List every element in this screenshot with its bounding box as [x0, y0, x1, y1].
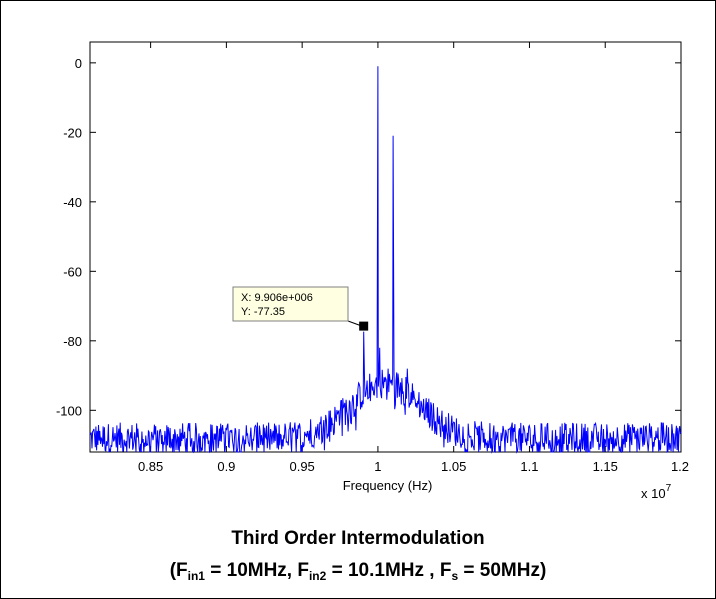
y-tick-label: -100: [56, 403, 82, 418]
data-tip-leader: [347, 320, 361, 327]
x-tick-label: 0.85: [138, 459, 163, 474]
caption-sub-s: s: [451, 569, 459, 583]
data-tip-marker[interactable]: [359, 321, 369, 331]
caption-part-fin2: = 10.1MHz , F: [326, 560, 452, 581]
y-tick-label: 0: [75, 56, 82, 71]
figure-caption-title: Third Order Intermodulation: [231, 528, 485, 549]
y-tick-label: -80: [63, 334, 82, 349]
data-tip-box: [232, 286, 349, 322]
data-tip-x-value: X: 9.906e+006: [241, 292, 313, 304]
spectrum-trace: [89, 66, 682, 454]
x-tick-label: 0.95: [289, 459, 314, 474]
x-tick-label: 1: [374, 459, 381, 474]
x-tick-label: 1.05: [441, 459, 466, 474]
x-tick-label: 1.2: [671, 459, 689, 474]
x-tick-label: 1.1: [520, 459, 538, 474]
data-tip-y-value: Y: -77.35: [241, 306, 285, 318]
figure-caption-parameters: (Fin1 = 10MHz, Fin2 = 10.1MHz , Fs = 50M…: [0, 560, 716, 583]
x-axis-multiplier: x 107: [641, 483, 672, 501]
caption-sub-in1: in1: [187, 569, 205, 583]
y-tick-label: -60: [63, 264, 82, 279]
caption-part-open: (F: [169, 560, 188, 581]
caption-part-fs: = 50MHz): [458, 560, 547, 581]
y-tick-label: -20: [63, 125, 82, 140]
x-multiplier-base: x 10: [641, 486, 666, 501]
spectrum-chart: 0 -20 -40 -60 -80 -100 0.85 0.9 0.95 1 1.05 1.1 1.1…: [56, 41, 689, 501]
x-axis-label: Frequency (Hz): [343, 478, 433, 493]
y-tick-label: -40: [63, 195, 82, 210]
x-multiplier-exponent: 7: [666, 483, 672, 494]
caption-part-fin1: = 10MHz, F: [204, 560, 309, 581]
x-tick-label: 0.9: [217, 459, 235, 474]
caption-sub-in2: in2: [308, 569, 327, 583]
x-tick-labels: 0.85 0.9 0.95 1 1.05 1.1 1.15 1.2: [138, 459, 689, 474]
x-tick-label: 1.15: [593, 459, 618, 474]
data-tip[interactable]: X: 9.906e+006 Y: -77.35: [232, 286, 369, 331]
y-tick-labels: 0 -20 -40 -60 -80 -100: [56, 56, 82, 418]
axes-box: [89, 41, 682, 453]
